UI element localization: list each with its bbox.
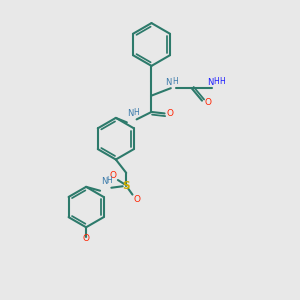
Text: O: O (167, 109, 174, 118)
Text: H: H (172, 77, 178, 86)
Text: O: O (204, 98, 211, 106)
Text: H: H (106, 176, 112, 185)
Text: N: N (128, 109, 134, 118)
Text: N: N (165, 78, 172, 87)
Text: O: O (134, 195, 140, 204)
Text: O: O (109, 171, 116, 180)
Text: H: H (134, 108, 139, 117)
Text: O: O (82, 234, 90, 243)
Text: N: N (101, 177, 107, 186)
Text: S: S (122, 181, 130, 191)
Text: N: N (207, 78, 213, 87)
Text: H: H (213, 77, 219, 86)
Text: H: H (219, 77, 225, 86)
